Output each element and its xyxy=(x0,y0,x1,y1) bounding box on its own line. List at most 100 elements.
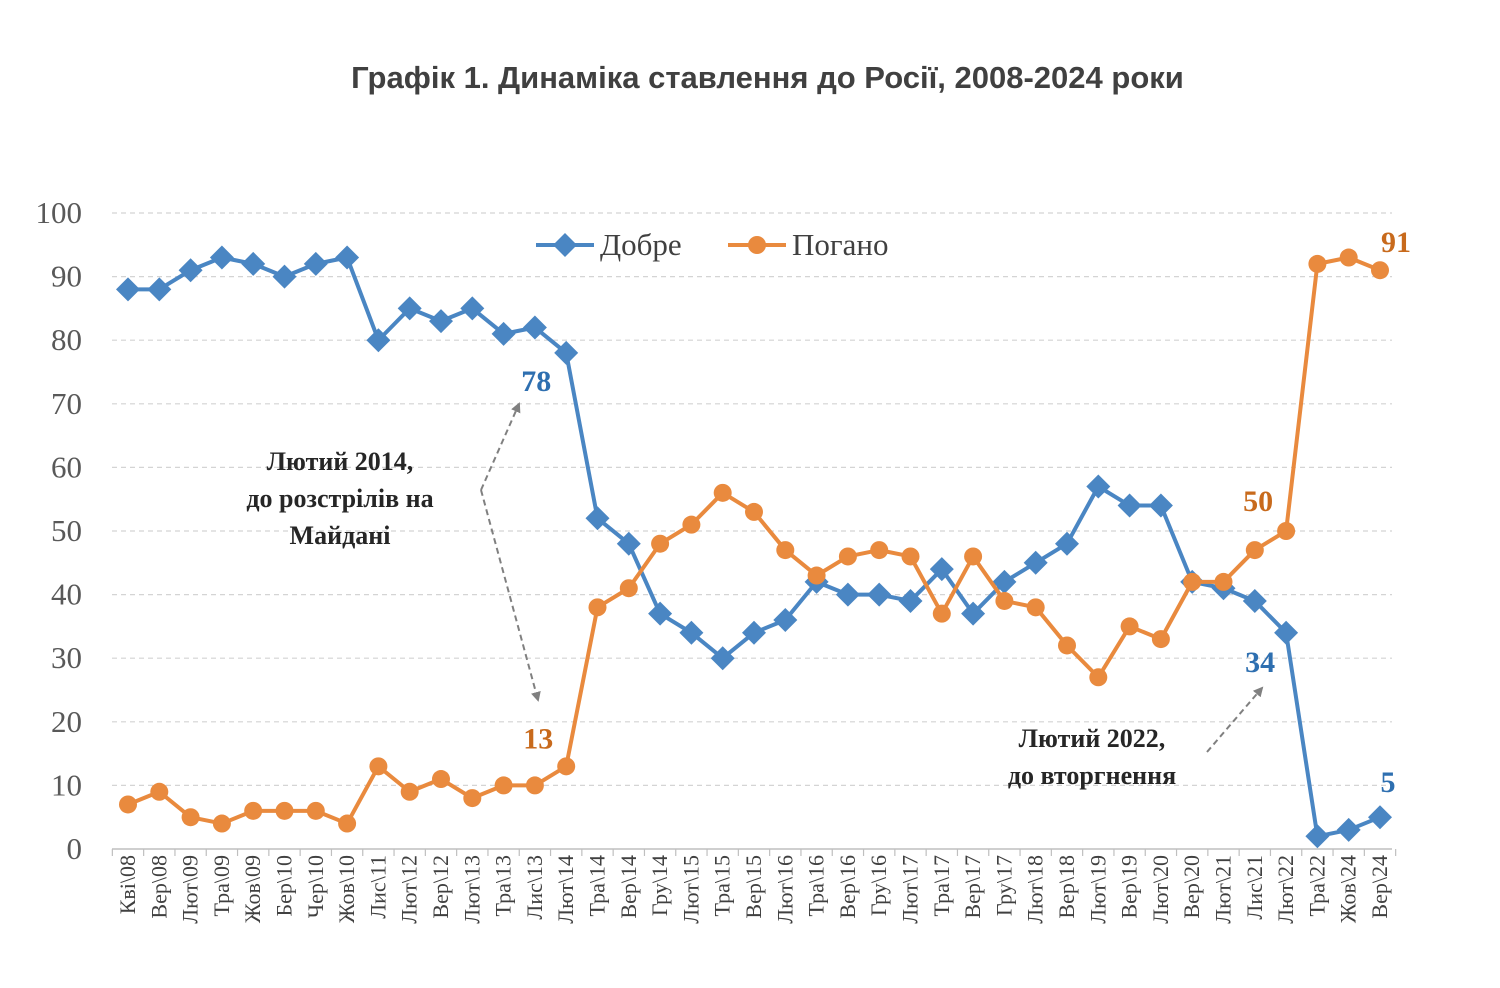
data-point-diamond xyxy=(773,608,798,633)
data-point-circle xyxy=(1089,668,1108,687)
data-point-circle xyxy=(870,541,889,560)
x-tick-label: Гру\16 xyxy=(866,855,891,916)
x-tick-label: Тра\17 xyxy=(929,855,954,916)
x-tick-label: Тра\09 xyxy=(209,855,234,916)
x-tick-label: Жов\24 xyxy=(1336,855,1361,923)
x-tick-label: Тра\22 xyxy=(1304,855,1329,916)
data-point-diamond xyxy=(616,531,641,556)
data-point-circle xyxy=(807,566,826,585)
data-point-circle xyxy=(619,579,638,598)
x-tick-label: Лют\19 xyxy=(1085,855,1110,924)
x-tick-label: Вер\08 xyxy=(146,855,171,919)
x-tick-label: Тра\15 xyxy=(710,855,735,916)
data-point-circle xyxy=(1026,598,1045,617)
y-tick-label: 50 xyxy=(51,513,82,548)
data-point-diamond xyxy=(898,588,923,613)
data-point-diamond xyxy=(1336,817,1361,842)
data-point-circle xyxy=(525,776,544,795)
annotation-arrow xyxy=(480,489,541,702)
x-tick-label: Вер\16 xyxy=(835,855,860,919)
data-label: 34 xyxy=(1245,646,1275,679)
x-tick-label: Вер\19 xyxy=(1117,855,1142,919)
annotation-text: до вторгнення xyxy=(1008,761,1176,790)
data-point-diamond xyxy=(1305,824,1330,849)
x-tick-label: Вер\24 xyxy=(1367,855,1392,919)
x-tick-label: Лис\11 xyxy=(365,855,390,919)
data-point-diamond xyxy=(209,245,234,270)
x-tick-label: Бер\10 xyxy=(272,855,297,917)
data-point-diamond xyxy=(648,601,673,626)
data-point-diamond xyxy=(272,264,297,289)
x-tick-label: Вер\14 xyxy=(616,855,641,919)
data-point-diamond xyxy=(241,251,266,276)
y-axis-ticks: 0 10 20 30 40 50 60 70 80 90 100 xyxy=(36,195,83,866)
data-point-circle xyxy=(432,770,450,789)
data-point-circle xyxy=(651,534,670,553)
legend-label: Добре xyxy=(600,227,682,262)
data-label: 50 xyxy=(1243,485,1273,518)
annotation-arrow xyxy=(480,402,521,491)
data-point-circle xyxy=(244,801,263,820)
x-tick-label: Лют\21 xyxy=(1211,855,1236,924)
legend-label: Погано xyxy=(792,227,888,262)
data-point-diamond xyxy=(992,569,1017,594)
data-point-diamond xyxy=(491,321,516,346)
x-tick-label: Вер\20 xyxy=(1179,855,1204,919)
x-tick-label: Тра\14 xyxy=(585,855,610,916)
data-point-diamond xyxy=(1117,493,1142,518)
data-point-circle xyxy=(1214,572,1233,591)
data-point-diamond xyxy=(867,582,892,607)
data-label: 13 xyxy=(523,722,553,755)
x-tick-label: Лют\17 xyxy=(898,855,923,924)
data-point-diamond xyxy=(147,277,172,302)
x-tick-label: Тра\13 xyxy=(491,855,516,916)
x-tick-label: Гру\17 xyxy=(991,855,1016,916)
data-point-circle xyxy=(306,801,325,820)
data-point-circle xyxy=(1371,261,1389,280)
data-point-diamond xyxy=(460,296,485,321)
data-point-circle xyxy=(1339,248,1358,267)
x-tick-label: Вер\18 xyxy=(1054,855,1079,919)
annotation-text: до розстрілів на xyxy=(246,484,433,513)
data-point-diamond xyxy=(710,646,735,671)
data-point-circle xyxy=(1151,630,1170,649)
data-point-diamond xyxy=(1368,805,1392,830)
data-point-circle xyxy=(181,808,200,827)
data-label: 91 xyxy=(1381,226,1411,259)
data-point-diamond xyxy=(116,277,140,302)
data-point-circle xyxy=(1277,522,1296,540)
data-point-diamond xyxy=(585,506,610,531)
data-point-diamond xyxy=(522,315,547,340)
data-point-circle xyxy=(713,483,732,502)
y-tick-label: 30 xyxy=(51,640,82,675)
data-point-circle xyxy=(119,795,137,814)
data-point-diamond xyxy=(1242,588,1267,613)
y-tick-label: 0 xyxy=(67,831,83,866)
x-tick-label: Лют\13 xyxy=(459,855,484,924)
data-point-diamond xyxy=(929,557,954,582)
annotation-arrow xyxy=(1206,686,1264,753)
y-tick-label: 10 xyxy=(51,767,82,802)
data-point-diamond xyxy=(335,245,360,270)
data-point-circle xyxy=(1245,541,1264,560)
legend-marker xyxy=(748,236,766,254)
x-tick-label: Лют\18 xyxy=(1023,855,1048,924)
legend-marker xyxy=(553,233,577,257)
y-tick-label: 40 xyxy=(51,577,82,612)
y-tick-label: 100 xyxy=(36,195,83,230)
x-tick-label: Лют\15 xyxy=(678,855,703,924)
x-tick-label: Жов\10 xyxy=(334,855,359,923)
x-tick-label: Вер\17 xyxy=(960,855,985,919)
x-tick-label: Лют\14 xyxy=(553,855,578,924)
x-tick-label: Чер\10 xyxy=(303,855,328,918)
y-tick-label: 60 xyxy=(51,449,82,484)
data-point-circle xyxy=(1183,572,1202,591)
y-tick-label: 70 xyxy=(51,386,82,421)
data-point-diamond xyxy=(366,328,391,353)
data-point-circle xyxy=(338,814,357,833)
data-point-circle xyxy=(400,782,419,801)
data-point-diamond xyxy=(178,258,203,283)
x-tick-label: Гру\14 xyxy=(647,855,672,916)
data-point-diamond xyxy=(1086,474,1111,499)
data-point-diamond xyxy=(303,251,328,276)
